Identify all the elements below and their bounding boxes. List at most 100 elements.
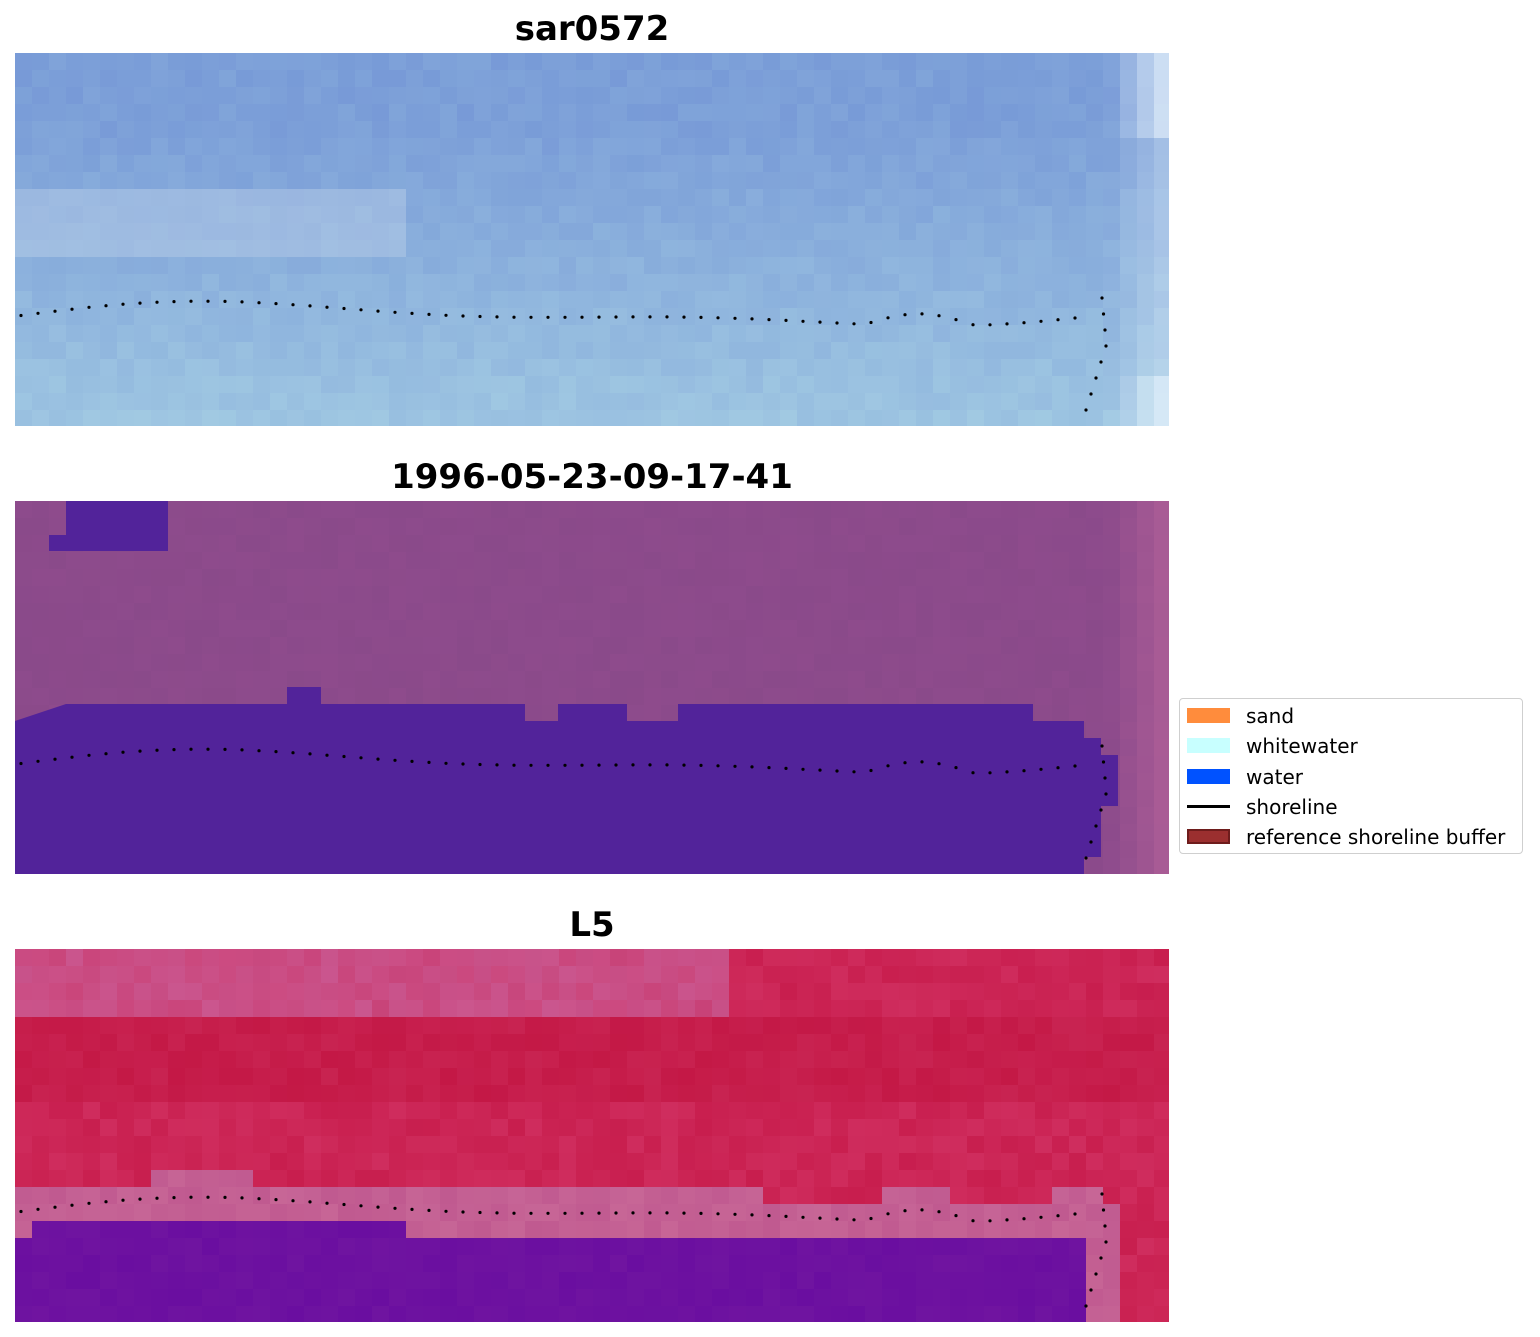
image-pixel [882,155,899,172]
image-pixel [950,1238,967,1255]
image-pixel [508,1136,525,1153]
image-pixel [1137,104,1154,121]
image-pixel [780,240,797,257]
image-pixel [1001,983,1018,1000]
image-pixel [831,342,848,359]
image-pixel [219,393,236,410]
image-pixel [491,966,508,983]
image-pixel [848,983,865,1000]
image-pixel [508,949,525,966]
image-pixel [304,1221,321,1238]
image-pixel [32,1000,49,1017]
image-pixel [559,206,576,223]
image-pixel [831,257,848,274]
image-pixel [967,552,984,569]
image-pixel [66,603,83,620]
image-pixel [593,1136,610,1153]
image-pixel [865,1085,882,1102]
image-pixel [814,688,831,705]
shoreline-point [495,763,499,767]
image-pixel [117,121,134,138]
image-pixel [491,1255,508,1272]
image-pixel [831,138,848,155]
image-pixel [185,155,202,172]
image-pixel [1001,569,1018,586]
image-pixel [644,1051,661,1068]
image-pixel [202,1204,219,1221]
image-pixel [321,1119,338,1136]
image-pixel [559,359,576,376]
image-pixel [950,620,967,637]
image-pixel [542,1000,559,1017]
image-pixel [610,1221,627,1238]
image-pixel [865,189,882,206]
image-pixel [355,393,372,410]
image-pixel [355,620,372,637]
image-pixel [1103,240,1120,257]
image-pixel [219,688,236,705]
image-pixel [576,1187,593,1204]
image-pixel [321,1255,338,1272]
image-pixel [151,359,168,376]
image-pixel [406,518,423,535]
image-pixel [967,1221,984,1238]
image-pixel [355,688,372,705]
image-pixel [355,586,372,603]
image-pixel [15,206,32,223]
image-pixel [644,206,661,223]
image-pixel [797,206,814,223]
image-pixel [576,155,593,172]
image-pixel [151,240,168,257]
image-pixel [457,240,474,257]
image-pixel [304,1034,321,1051]
image-pixel [899,688,916,705]
image-pixel [576,172,593,189]
image-pixel [559,410,576,426]
image-pixel [100,121,117,138]
image-pixel [933,1136,950,1153]
image-pixel [729,1119,746,1136]
image-pixel [304,637,321,654]
image-pixel [1018,983,1035,1000]
image-pixel [984,410,1001,426]
image-pixel [66,393,83,410]
image-pixel [321,138,338,155]
image-pixel [1035,620,1052,637]
image-pixel [1103,53,1120,70]
image-pixel [32,1119,49,1136]
image-pixel [338,223,355,240]
image-pixel [576,240,593,257]
image-pixel [474,342,491,359]
image-pixel [440,1238,457,1255]
image-pixel [746,1272,763,1289]
image-pixel [185,308,202,325]
image-pixel [712,1238,729,1255]
image-pixel [151,1255,168,1272]
image-pixel [1001,1068,1018,1085]
image-pixel [1154,155,1169,172]
shoreline-point [257,301,261,305]
image-pixel [916,376,933,393]
image-pixel [899,155,916,172]
image-pixel [882,1306,899,1322]
image-pixel [559,1221,576,1238]
image-pixel [219,1204,236,1221]
shoreline-point [563,763,567,767]
image-pixel [236,1102,253,1119]
image-pixel [848,1170,865,1187]
image-pixel [661,121,678,138]
image-pixel [1001,1051,1018,1068]
shoreline-point [767,766,771,770]
image-pixel [950,257,967,274]
image-pixel [899,274,916,291]
image-pixel [916,983,933,1000]
image-pixel [83,603,100,620]
image-pixel [950,1289,967,1306]
image-pixel [814,501,831,518]
image-pixel [236,1136,253,1153]
image-pixel [83,121,100,138]
image-pixel [1086,1102,1103,1119]
shoreline-point [359,756,363,760]
image-pixel [1035,1119,1052,1136]
image-pixel [440,1017,457,1034]
